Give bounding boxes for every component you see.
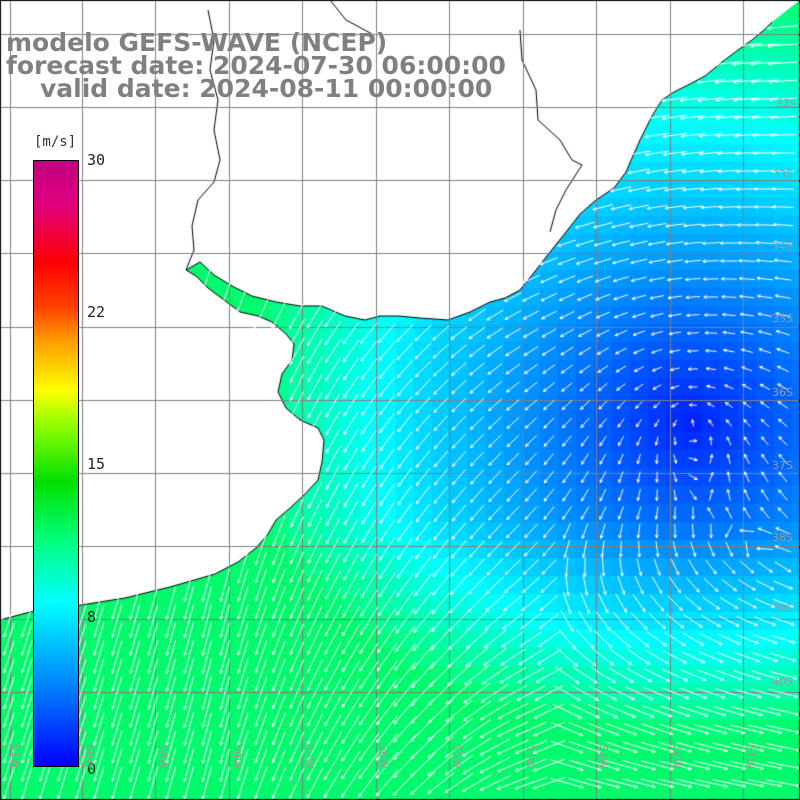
lon-label: 57W (303, 744, 316, 769)
lon-label: 59W (156, 744, 169, 769)
lon-label: 55W (450, 744, 463, 769)
lon-label: 54W (524, 744, 537, 769)
lon-label: 58W (230, 744, 243, 769)
lat-label: 37S (772, 459, 793, 472)
model-title: modelo GEFS-WAVE (NCEP) (6, 28, 388, 57)
lat-label: 39S (772, 602, 793, 615)
lat-label: 33S (772, 168, 793, 181)
forecast-date: forecast date: 2024-07-30 06:00:00 (6, 51, 506, 80)
lat-label: 38S (772, 531, 793, 544)
colorbar-tick-15: 15 (87, 455, 106, 473)
lon-label: 51W (744, 744, 757, 769)
colorbar-tick-22: 22 (87, 303, 106, 321)
colorbar-tick-8: 8 (87, 608, 97, 626)
colorbar-tick-30: 30 (87, 151, 106, 169)
lat-label: 40S (772, 675, 793, 688)
lat-label: 36S (772, 386, 793, 399)
lat-label: 32S (776, 97, 797, 110)
lat-label: 34S (772, 240, 793, 253)
colorbar-tick-0: 0 (87, 760, 97, 778)
lat-label: 35S (772, 312, 793, 325)
colorbar-unit: [m/s] (34, 134, 77, 150)
valid-date: valid date: 2024-08-11 00:00:00 (40, 74, 493, 103)
lon-label: 52W (671, 744, 684, 769)
lon-label: 60W (83, 744, 96, 769)
colorbar (33, 160, 79, 767)
lon-label: 56W (377, 744, 390, 769)
lon-label: 61W (9, 744, 22, 769)
lon-label: 53W (597, 744, 610, 769)
